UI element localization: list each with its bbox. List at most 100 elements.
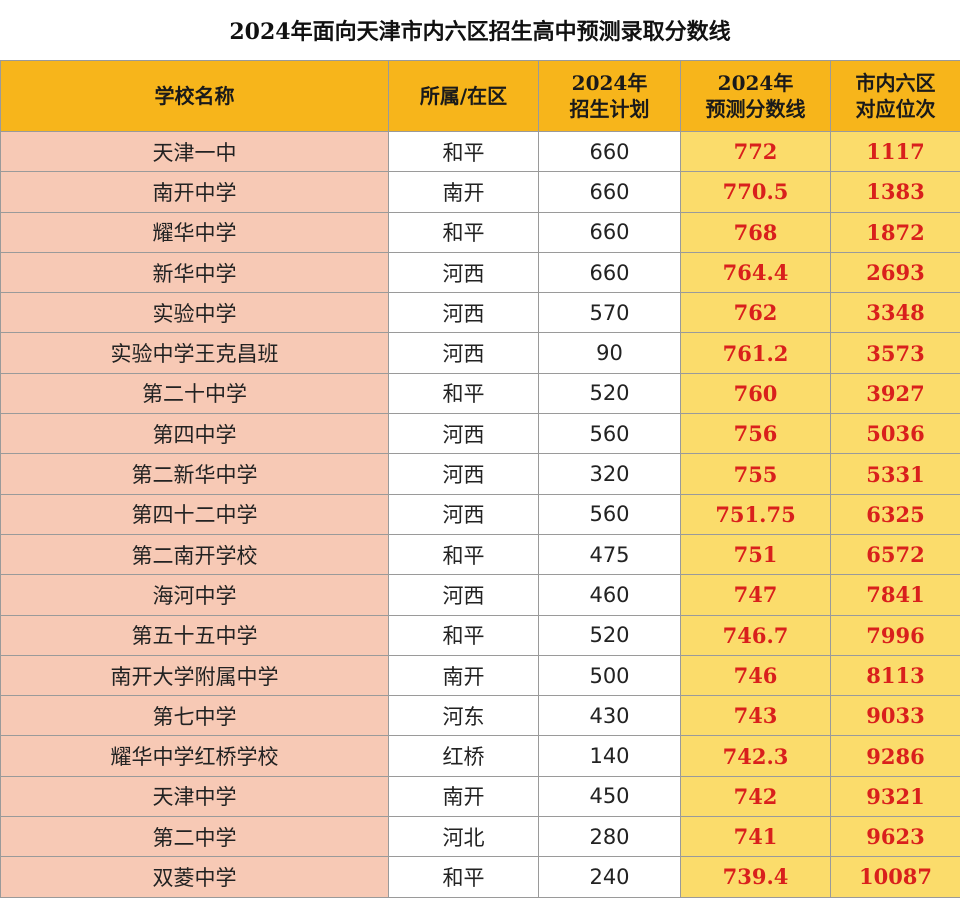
- school-name-cell: 双菱中学: [0, 856, 389, 898]
- rank-cell: 8113: [830, 654, 960, 697]
- enrollment-plan-cell: 450: [538, 775, 681, 818]
- enrollment-plan-cell: 475: [538, 533, 681, 576]
- rank-cell: 10087: [830, 856, 960, 898]
- district-cell: 河东: [388, 695, 539, 737]
- table-row: 南开中学 南开 660 770.5 1383: [0, 171, 960, 213]
- school-name-cell: 天津一中: [0, 130, 389, 173]
- table-row: 双菱中学 和平 240 739.4 10087: [0, 856, 960, 898]
- enrollment-plan-cell: 520: [538, 372, 681, 415]
- table-row: 实验中学 河西 570 762 3348: [0, 292, 960, 334]
- rank-cell: 9623: [830, 816, 960, 858]
- school-name-cell: 第四十二中学: [0, 493, 389, 535]
- table-row: 耀华中学 和平 660 768 1872: [0, 211, 960, 253]
- school-name-cell: 第二新华中学: [0, 453, 389, 495]
- enrollment-plan-cell: 560: [538, 493, 681, 535]
- table-row: 第五十五中学 和平 520 746.7 7996: [0, 614, 960, 656]
- predicted-score-cell: 762: [680, 292, 831, 334]
- table-row: 南开大学附属中学 南开 500 746 8113: [0, 654, 960, 697]
- enrollment-plan-cell: 90: [538, 332, 681, 374]
- district-cell: 红桥: [388, 735, 539, 777]
- table-row: 耀华中学红桥学校 红桥 140 742.3 9286: [0, 735, 960, 777]
- district-cell: 和平: [388, 614, 539, 656]
- rank-cell: 2693: [830, 251, 960, 294]
- table-header: 学校名称 所属/在区 2024年 招生计划 2024年 预测分数线 市内六区 对…: [0, 60, 960, 132]
- table-row: 第二新华中学 河西 320 755 5331: [0, 453, 960, 495]
- enrollment-plan-cell: 460: [538, 574, 681, 616]
- table-row: 第七中学 河东 430 743 9033: [0, 695, 960, 737]
- score-table: 学校名称 所属/在区 2024年 招生计划 2024年 预测分数线 市内六区 对…: [0, 60, 960, 898]
- school-name-cell: 耀华中学: [0, 211, 389, 253]
- enrollment-plan-cell: 520: [538, 614, 681, 656]
- predicted-score-cell: 742.3: [680, 735, 831, 777]
- district-cell: 河北: [388, 816, 539, 858]
- enrollment-plan-cell: 500: [538, 654, 681, 697]
- table-row: 第四中学 河西 560 756 5036: [0, 413, 960, 455]
- district-cell: 和平: [388, 211, 539, 253]
- rank-cell: 1117: [830, 130, 960, 173]
- district-cell: 和平: [388, 533, 539, 576]
- rank-cell: 6325: [830, 493, 960, 535]
- enrollment-plan-cell: 560: [538, 413, 681, 455]
- predicted-score-cell: 761.2: [680, 332, 831, 374]
- rank-cell: 9321: [830, 775, 960, 818]
- school-name-cell: 实验中学: [0, 292, 389, 334]
- rank-cell: 5036: [830, 413, 960, 455]
- header-plan: 2024年 招生计划: [538, 60, 681, 132]
- page-title: 2024年面向天津市内六区招生高中预测录取分数线: [0, 0, 960, 61]
- predicted-score-cell: 764.4: [680, 251, 831, 294]
- enrollment-plan-cell: 660: [538, 211, 681, 253]
- district-cell: 南开: [388, 171, 539, 213]
- predicted-score-cell: 742: [680, 775, 831, 818]
- rank-cell: 6572: [830, 533, 960, 576]
- enrollment-plan-cell: 240: [538, 856, 681, 898]
- enrollment-plan-cell: 660: [538, 171, 681, 213]
- school-name-cell: 南开中学: [0, 171, 389, 213]
- enrollment-plan-cell: 570: [538, 292, 681, 334]
- table-row: 第二中学 河北 280 741 9623: [0, 816, 960, 858]
- rank-cell: 1872: [830, 211, 960, 253]
- predicted-score-cell: 741: [680, 816, 831, 858]
- predicted-score-cell: 746.7: [680, 614, 831, 656]
- predicted-score-cell: 772: [680, 130, 831, 173]
- school-name-cell: 实验中学王克昌班: [0, 332, 389, 374]
- school-name-cell: 第二十中学: [0, 372, 389, 415]
- table-body: 天津一中 和平 660 772 1117 南开中学 南开 660 770.5 1383 耀华中学 和平…: [0, 130, 960, 898]
- enrollment-plan-cell: 320: [538, 453, 681, 495]
- rank-cell: 9286: [830, 735, 960, 777]
- district-cell: 南开: [388, 775, 539, 818]
- predicted-score-cell: 770.5: [680, 171, 831, 213]
- school-name-cell: 第七中学: [0, 695, 389, 737]
- district-cell: 河西: [388, 574, 539, 616]
- header-score: 2024年 预测分数线: [680, 60, 831, 132]
- school-name-cell: 耀华中学红桥学校: [0, 735, 389, 777]
- enrollment-plan-cell: 660: [538, 130, 681, 173]
- school-name-cell: 第四中学: [0, 413, 389, 455]
- district-cell: 和平: [388, 372, 539, 415]
- table-row: 第二十中学 和平 520 760 3927: [0, 372, 960, 415]
- predicted-score-cell: 756: [680, 413, 831, 455]
- school-name-cell: 第二南开学校: [0, 533, 389, 576]
- school-name-cell: 海河中学: [0, 574, 389, 616]
- header-school: 学校名称: [0, 60, 389, 132]
- district-cell: 和平: [388, 856, 539, 898]
- table-row: 天津中学 南开 450 742 9321: [0, 775, 960, 818]
- table-row: 第二南开学校 和平 475 751 6572: [0, 533, 960, 576]
- predicted-score-cell: 751: [680, 533, 831, 576]
- predicted-score-cell: 760: [680, 372, 831, 415]
- district-cell: 河西: [388, 292, 539, 334]
- school-name-cell: 新华中学: [0, 251, 389, 294]
- district-cell: 河西: [388, 453, 539, 495]
- district-cell: 和平: [388, 130, 539, 173]
- district-cell: 河西: [388, 251, 539, 294]
- predicted-score-cell: 751.75: [680, 493, 831, 535]
- district-cell: 河西: [388, 332, 539, 374]
- predicted-score-cell: 743: [680, 695, 831, 737]
- predicted-score-cell: 768: [680, 211, 831, 253]
- enrollment-plan-cell: 430: [538, 695, 681, 737]
- rank-cell: 1383: [830, 171, 960, 213]
- header-district: 所属/在区: [388, 60, 539, 132]
- predicted-score-cell: 747: [680, 574, 831, 616]
- table-row: 第四十二中学 河西 560 751.75 6325: [0, 493, 960, 535]
- rank-cell: 5331: [830, 453, 960, 495]
- predicted-score-cell: 746: [680, 654, 831, 697]
